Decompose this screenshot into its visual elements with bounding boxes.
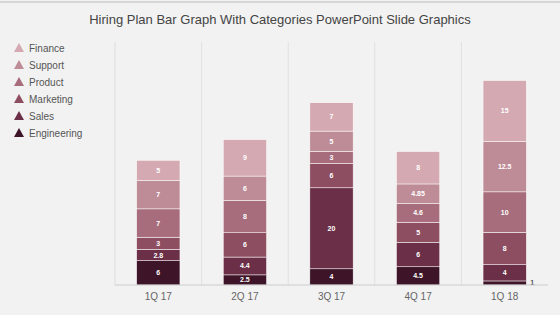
x-tick-label: 2Q 17 [231, 291, 259, 302]
legend-label: Engineering [29, 128, 82, 139]
chart-container: Hiring Plan Bar Graph With Categories Po… [0, 0, 560, 315]
data-label: 6 [243, 241, 247, 248]
data-label: 4.5 [413, 272, 423, 279]
bar-segment [137, 261, 180, 285]
data-label: 20 [328, 225, 336, 232]
bar-segment [137, 160, 180, 180]
x-tick-label: 3Q 17 [318, 291, 346, 302]
data-label: 8 [416, 164, 420, 171]
background [0, 0, 560, 315]
bar-segment [137, 181, 180, 209]
data-label: 10 [501, 209, 509, 216]
legend-label: Product [29, 77, 64, 88]
bar-segment [223, 233, 266, 257]
data-label: 4 [330, 273, 334, 280]
legend-marker [14, 111, 24, 120]
x-tick-label: 1Q 17 [145, 291, 173, 302]
data-label: 4 [503, 269, 507, 276]
data-label: 8 [243, 213, 247, 220]
data-label: 6 [243, 185, 247, 192]
divider [201, 42, 202, 285]
bar-segment [483, 281, 526, 285]
legend-label: Finance [29, 43, 65, 54]
bar-segment [396, 152, 439, 184]
bar-segment [483, 141, 526, 192]
bar-segment [483, 232, 526, 264]
bar-segment [396, 242, 439, 266]
x-axis-line [115, 285, 548, 286]
bar-segment [310, 151, 353, 163]
legend-marker [14, 60, 24, 69]
data-label: 15 [501, 107, 509, 114]
bar-segment [310, 164, 353, 188]
divider [374, 42, 375, 285]
data-label: 6 [416, 251, 420, 258]
bar-segment [396, 204, 439, 223]
chart-svg: Hiring Plan Bar Graph With Categories Po… [0, 0, 560, 315]
legend-marker [14, 94, 24, 103]
data-label: 7 [156, 220, 160, 227]
data-label: 2.5 [240, 276, 250, 283]
data-label: 9 [243, 154, 247, 161]
divider [288, 42, 289, 285]
data-label: 12.5 [498, 163, 512, 170]
dividers [202, 42, 462, 285]
axes: 1Q 17 2Q 17 3Q 17 4Q 17 1Q 18 [115, 42, 548, 302]
bar-segment [223, 200, 266, 232]
data-label: 4.4 [240, 262, 250, 269]
data-label: 8 [503, 245, 507, 252]
data-label: 3 [330, 154, 334, 161]
bar-segment [137, 249, 180, 260]
title: Hiring Plan Bar Graph With Categories Po… [89, 12, 471, 27]
bar-segment [223, 140, 266, 176]
legend: Finance Support Product Marketing Sales Engin… [14, 43, 82, 139]
data-label: 3 [156, 240, 160, 247]
bar-segment [483, 80, 526, 141]
legend-label: Support [29, 60, 64, 71]
data-labels: 62.837752.54.4686942063574.5654.64.85814… [153, 107, 534, 286]
bar-segment [396, 184, 439, 204]
legend-marker [14, 43, 24, 52]
data-label: 5 [156, 167, 160, 174]
data-label: 2.8 [153, 252, 163, 259]
legend-marker [14, 128, 24, 137]
bar-segment [483, 265, 526, 281]
bar-segment [223, 176, 266, 200]
y-axis-line [115, 42, 116, 285]
legend-marker [14, 77, 24, 86]
data-label: 5 [416, 229, 420, 236]
bar-segment [310, 103, 353, 131]
data-label: 4.6 [413, 209, 423, 216]
data-label: 6 [330, 172, 334, 179]
bar-segment [483, 192, 526, 233]
x-tick-label: 1Q 18 [491, 291, 519, 302]
bar-segment [137, 209, 180, 237]
data-label: 6 [156, 269, 160, 276]
bar-segment [310, 188, 353, 269]
bar-segment [396, 267, 439, 285]
bar-segment [310, 269, 353, 285]
data-label: 5 [330, 138, 334, 145]
bar-segment [137, 237, 180, 249]
legend-label: Marketing [29, 94, 73, 105]
divider [461, 42, 462, 285]
data-label: 7 [156, 191, 160, 198]
bars [137, 80, 527, 285]
data-label: 7 [330, 113, 334, 120]
bar-segment [310, 131, 353, 151]
bar-segment [223, 275, 266, 285]
bar-segment [396, 222, 439, 242]
top-border [0, 2, 560, 3]
legend-label: Sales [29, 111, 54, 122]
bar-segment [223, 257, 266, 275]
data-label: 4.85 [411, 190, 425, 197]
x-tick-label: 4Q 17 [404, 291, 432, 302]
